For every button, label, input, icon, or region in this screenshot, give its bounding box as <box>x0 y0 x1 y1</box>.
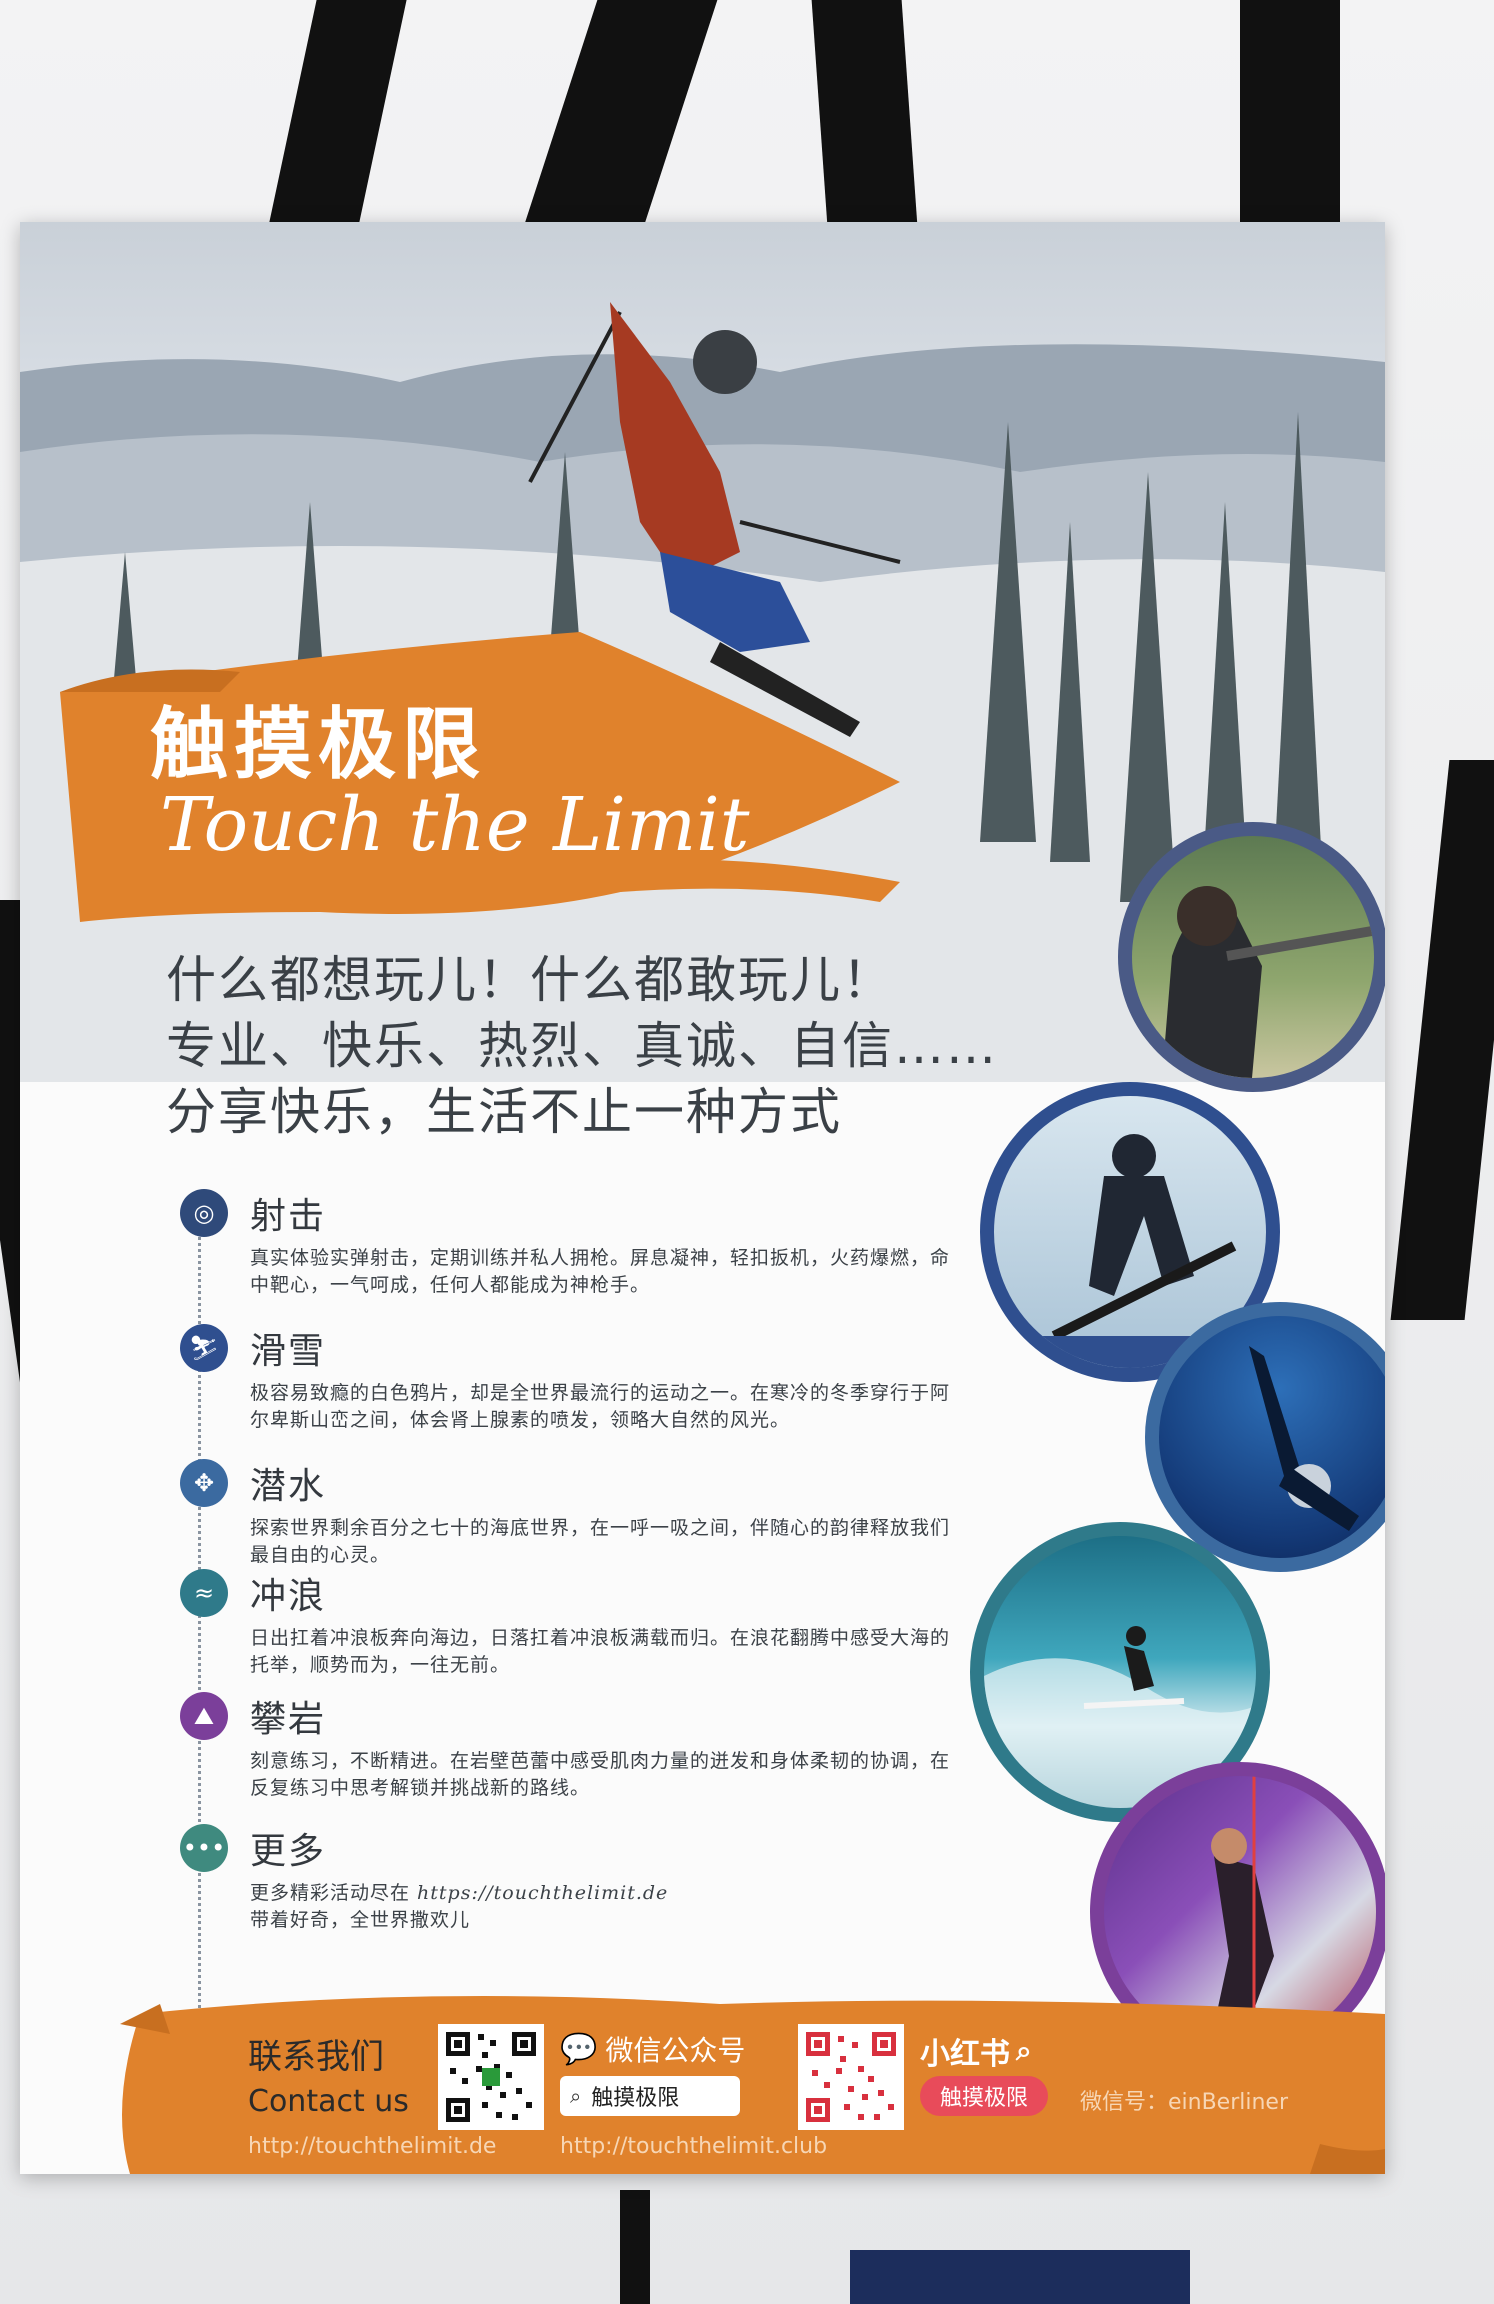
navy-block <box>850 2250 1190 2304</box>
black-tape <box>811 0 919 240</box>
url-de[interactable]: http://touchthelimit.de <box>248 2134 497 2159</box>
wechat-label-text: 微信公众号 <box>605 2034 746 2067</box>
slogan: 什么都想玩儿！什么都敢玩儿！ 专业、快乐、热烈、真诚、自信…… 分享快乐，生活不… <box>166 947 1066 1145</box>
brand-title-cn: 触摸极限 <box>150 700 487 790</box>
activity-title: 攀岩 <box>250 1699 327 1740</box>
wechat-search-box[interactable]: ⌕ 触摸极限 <box>560 2076 740 2116</box>
search-icon: ⌕ <box>570 2084 582 2108</box>
wechat-search-text: 触摸极限 <box>591 2086 680 2111</box>
climb-icon: ⛰ <box>180 1692 228 1740</box>
wechat-label: 💬 微信公众号 <box>560 2029 745 2069</box>
brand-title-en: Touch the Limit <box>160 782 750 868</box>
contact-label-en: Contact us <box>248 2084 409 2119</box>
activity-climbing: ⛰ 攀岩 刻意练习，不断精进。在岩壁芭蕾中感受肌肉力量的迸发和身体柔韧的协调，在… <box>180 1690 980 1802</box>
activity-description: 真实体验实弹射击，定期训练并私人拥枪。屏息凝神，轻扣扳机，火药爆燃，命中靶心，一… <box>250 1247 951 1296</box>
timeline-dots <box>198 1212 204 2022</box>
activity-title: 滑雪 <box>250 1331 327 1372</box>
xiaohongshu-qr-code <box>798 2024 904 2130</box>
black-tape <box>263 0 407 250</box>
xiaohongshu-label: 小红书 ⌕ <box>920 2029 1032 2073</box>
activity-title: 冲浪 <box>250 1576 327 1617</box>
activity-description: 刻意练习，不断精进。在岩壁芭蕾中感受肌肉力量的迸发和身体柔韧的协调，在反复练习中… <box>250 1750 951 1799</box>
website-link[interactable]: https://touchthelimit.de <box>417 1882 669 1904</box>
activity-diving: ✥ 潜水 探索世界剩余百分之七十的海底世界，在一呼一吸之间，伴随心的韵律释放我们… <box>180 1457 980 1569</box>
surf-icon: ≈ <box>180 1569 228 1617</box>
search-icon: ⌕ <box>1016 2034 1032 2067</box>
xiaohongshu-search-text: 触摸极限 <box>939 2086 1028 2111</box>
photo-diving <box>1145 1302 1385 1572</box>
slogan-line: 什么都想玩儿！什么都敢玩儿！ <box>166 951 894 1009</box>
wechat-id: 微信号：einBerliner <box>1080 2090 1289 2115</box>
photo-shooting <box>1118 822 1385 1092</box>
activity-skiing: ⛷ 滑雪 极容易致瘾的白色鸦片，却是全世界最流行的运动之一。在寒冷的冬季穿行于阿… <box>180 1322 980 1434</box>
activity-more: ••• 更多 更多精彩活动尽在 https://touchthelimit.de… <box>180 1822 980 1934</box>
activity-description: 更多精彩活动尽在 https://touchthelimit.de 带着好奇，全… <box>250 1880 950 1934</box>
more-icon: ••• <box>180 1824 228 1872</box>
slogan-line: 专业、快乐、热烈、真诚、自信…… <box>166 1017 998 1075</box>
more-line2: 带着好奇，全世界撒欢儿 <box>250 1909 471 1931</box>
wechat-qr-code <box>438 2024 544 2130</box>
activity-title: 更多 <box>250 1831 327 1872</box>
black-tape <box>522 0 718 230</box>
skier-figure <box>528 302 901 737</box>
activity-title: 射击 <box>250 1196 327 1237</box>
activity-title: 潜水 <box>250 1466 327 1507</box>
slogan-line: 分享快乐，生活不止一种方式 <box>166 1083 842 1141</box>
ski-icon: ⛷ <box>180 1324 228 1372</box>
ski-scene <box>20 302 1385 1082</box>
wechat-icon: 💬 <box>560 2031 598 2067</box>
activity-surfing: ≈ 冲浪 日出扛着冲浪板奔向海边，日落扛着冲浪板满载而归。在浪花翻腾中感受大海的… <box>180 1567 980 1679</box>
black-tape <box>1390 760 1494 1320</box>
fins-icon: ✥ <box>180 1459 228 1507</box>
footer-banner: 联系我们 Contact us http://touchthelimit.de <box>20 1984 1385 2174</box>
contact-label-cn: 联系我们 <box>248 2037 384 2077</box>
activity-description: 探索世界剩余百分之七十的海底世界，在一呼一吸之间，伴随心的韵律释放我们最自由的心… <box>250 1517 951 1566</box>
activity-shooting: ◎ 射击 真实体验实弹射击，定期训练并私人拥枪。屏息凝神，轻扣扳机，火药爆燃，命… <box>180 1187 980 1299</box>
target-icon: ◎ <box>180 1189 228 1237</box>
black-tape <box>1240 0 1340 240</box>
more-prefix: 更多精彩活动尽在 <box>250 1882 418 1904</box>
hero-image: 触摸极限 Touch the Limit <box>20 222 1385 1082</box>
xiaohongshu-label-text: 小红书 <box>920 2037 1010 2072</box>
activity-description: 极容易致瘾的白色鸦片，却是全世界最流行的运动之一。在寒冷的冬季穿行于阿尔卑斯山峦… <box>250 1382 951 1431</box>
activity-description: 日出扛着冲浪板奔向海边，日落扛着冲浪板满载而归。在浪花翻腾中感受大海的托举，顺势… <box>250 1627 951 1676</box>
poster: 触摸极限 Touch the Limit 什么都想玩儿！什么都敢玩儿！ 专业、快… <box>20 222 1385 2174</box>
black-tape <box>620 2190 650 2304</box>
url-club[interactable]: http://touchthelimit.club <box>560 2134 828 2159</box>
xiaohongshu-search-box[interactable]: 触摸极限 <box>920 2076 1048 2116</box>
